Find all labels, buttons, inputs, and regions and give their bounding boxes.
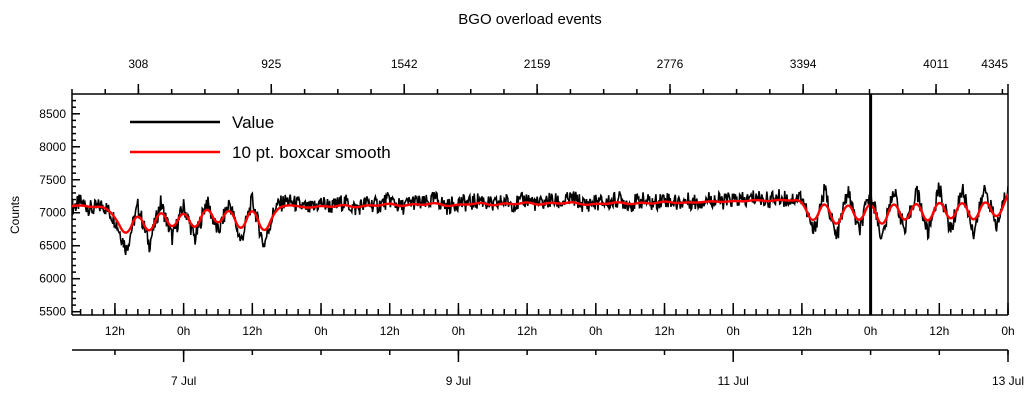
time-axis-hours: 12h 0h 12h 0h 12h 0h 12h 0h 12h 0h 12h 0h 12h 0h — [79, 303, 1015, 338]
series-group — [72, 182, 1008, 256]
series-line-smooth — [72, 193, 1008, 234]
chart-title: BGO overload events — [458, 11, 601, 28]
hour-tick-label: 0h — [727, 324, 740, 338]
hour-tick-label: 12h — [380, 324, 400, 338]
y-axis-label: Counts — [8, 196, 22, 234]
hour-tick-label: 12h — [792, 324, 812, 338]
hour-tick-label: 12h — [517, 324, 537, 338]
top-tick-label: 925 — [261, 57, 281, 71]
hour-tick-label: 0h — [177, 324, 190, 338]
y-tick-label: 8000 — [39, 140, 66, 154]
y-tick-label: 7000 — [39, 206, 66, 220]
top-tick-label: 4011 — [923, 57, 949, 71]
y-tick-label: 5500 — [39, 305, 66, 319]
top-axis: 308 925 1542 2159 2776 3394 4011 4345 — [71, 57, 1009, 94]
time-axis-days: 7 Jul 9 Jul 11 Jul 13 Jul — [114, 350, 1024, 388]
y-tick-label: 6500 — [39, 239, 66, 253]
hour-tick-label: 12h — [654, 324, 674, 338]
day-tick-label: 13 Jul — [992, 374, 1024, 388]
hour-tick-label: 0h — [314, 324, 327, 338]
day-tick-label: 9 Jul — [446, 374, 471, 388]
hour-tick-label: 0h — [589, 324, 602, 338]
hour-tick-label: 12h — [929, 324, 949, 338]
y-tick-label: 6000 — [39, 272, 66, 286]
legend-label-value: Value — [232, 113, 274, 132]
hour-tick-label: 0h — [452, 324, 465, 338]
y-axis: 5500 6000 6500 7000 7500 8000 8500 — [39, 99, 80, 319]
legend: Value 10 pt. boxcar smooth — [130, 113, 391, 162]
hour-tick-label: 0h — [1001, 324, 1014, 338]
top-tick-label: 4345 — [981, 57, 1008, 71]
top-tick-label: 1542 — [391, 57, 418, 71]
axes-group — [71, 93, 1009, 351]
day-tick-label: 11 Jul — [718, 374, 749, 388]
top-tick-label: 3394 — [790, 57, 817, 71]
day-tick-label: 7 Jul — [171, 374, 196, 388]
hour-tick-label: 0h — [864, 324, 877, 338]
hour-tick-label: 12h — [105, 324, 125, 338]
legend-label-smooth: 10 pt. boxcar smooth — [232, 143, 391, 162]
top-tick-label: 308 — [128, 57, 148, 71]
y-tick-label: 7500 — [39, 173, 66, 187]
series-line-value — [72, 182, 1008, 256]
top-tick-label: 2776 — [657, 57, 684, 71]
top-tick-label: 2159 — [524, 57, 551, 71]
y-tick-label: 8500 — [39, 107, 66, 121]
hour-tick-label: 12h — [242, 324, 262, 338]
